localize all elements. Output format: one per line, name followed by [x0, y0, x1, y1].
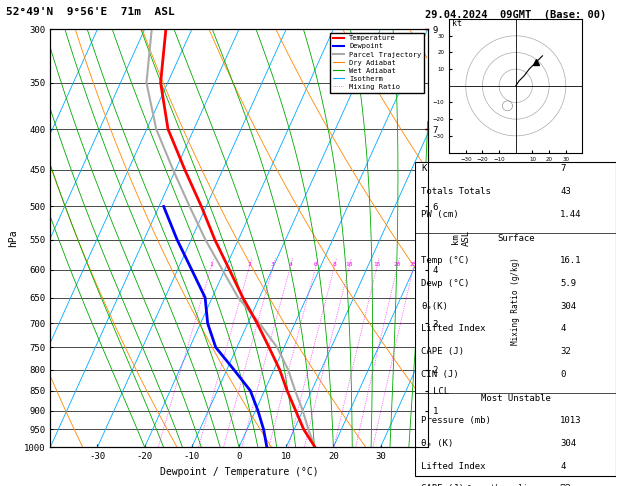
Text: Most Unstable: Most Unstable [481, 395, 551, 403]
Text: 4: 4 [289, 262, 292, 267]
Text: Pressure (mb): Pressure (mb) [421, 416, 491, 425]
Text: 3: 3 [271, 262, 275, 267]
Text: Totals Totals: Totals Totals [421, 187, 491, 196]
Text: 7: 7 [560, 164, 565, 174]
Text: Temp (°C): Temp (°C) [421, 256, 470, 265]
Text: CIN (J): CIN (J) [421, 370, 459, 379]
Text: Dewp (°C): Dewp (°C) [421, 279, 470, 288]
Text: 4: 4 [560, 325, 565, 333]
X-axis label: Dewpoint / Temperature (°C): Dewpoint / Temperature (°C) [160, 467, 318, 477]
Text: 16.1: 16.1 [560, 256, 582, 265]
Text: 52°49'N  9°56'E  71m  ASL: 52°49'N 9°56'E 71m ASL [6, 7, 175, 17]
Y-axis label: hPa: hPa [8, 229, 18, 247]
Text: θₑ (K): θₑ (K) [421, 439, 454, 448]
Text: CAPE (J): CAPE (J) [421, 485, 464, 486]
Text: 2: 2 [248, 262, 251, 267]
Text: Mixing Ratio (g/kg): Mixing Ratio (g/kg) [511, 257, 520, 345]
Text: 10: 10 [345, 262, 353, 267]
Text: Lifted Index: Lifted Index [421, 462, 486, 470]
Text: 1013: 1013 [560, 416, 582, 425]
Text: 20: 20 [394, 262, 401, 267]
FancyBboxPatch shape [415, 162, 616, 476]
Text: CAPE (J): CAPE (J) [421, 347, 464, 356]
Text: 304: 304 [560, 302, 576, 311]
Text: 0: 0 [560, 370, 565, 379]
Text: 5.9: 5.9 [560, 279, 576, 288]
Text: 304: 304 [560, 439, 576, 448]
Text: 29.04.2024  09GMT  (Base: 00): 29.04.2024 09GMT (Base: 00) [425, 10, 606, 19]
Text: PW (cm): PW (cm) [421, 210, 459, 219]
Text: 25: 25 [409, 262, 417, 267]
Text: 1: 1 [209, 262, 213, 267]
Legend: Temperature, Dewpoint, Parcel Trajectory, Dry Adiabat, Wet Adiabat, Isotherm, Mi: Temperature, Dewpoint, Parcel Trajectory… [330, 33, 424, 93]
Text: 32: 32 [560, 485, 571, 486]
Text: 6: 6 [314, 262, 318, 267]
Text: © weatheronline.co.uk: © weatheronline.co.uk [467, 484, 564, 486]
Text: 43: 43 [560, 187, 571, 196]
Text: 1.44: 1.44 [560, 210, 582, 219]
Text: 32: 32 [560, 347, 571, 356]
Text: Lifted Index: Lifted Index [421, 325, 486, 333]
Text: 4: 4 [560, 462, 565, 470]
Text: Surface: Surface [497, 234, 535, 243]
Text: 8: 8 [333, 262, 337, 267]
Text: θₑ(K): θₑ(K) [421, 302, 448, 311]
Y-axis label: km
ASL: km ASL [452, 230, 471, 246]
Text: 15: 15 [373, 262, 381, 267]
Text: K: K [421, 164, 426, 174]
